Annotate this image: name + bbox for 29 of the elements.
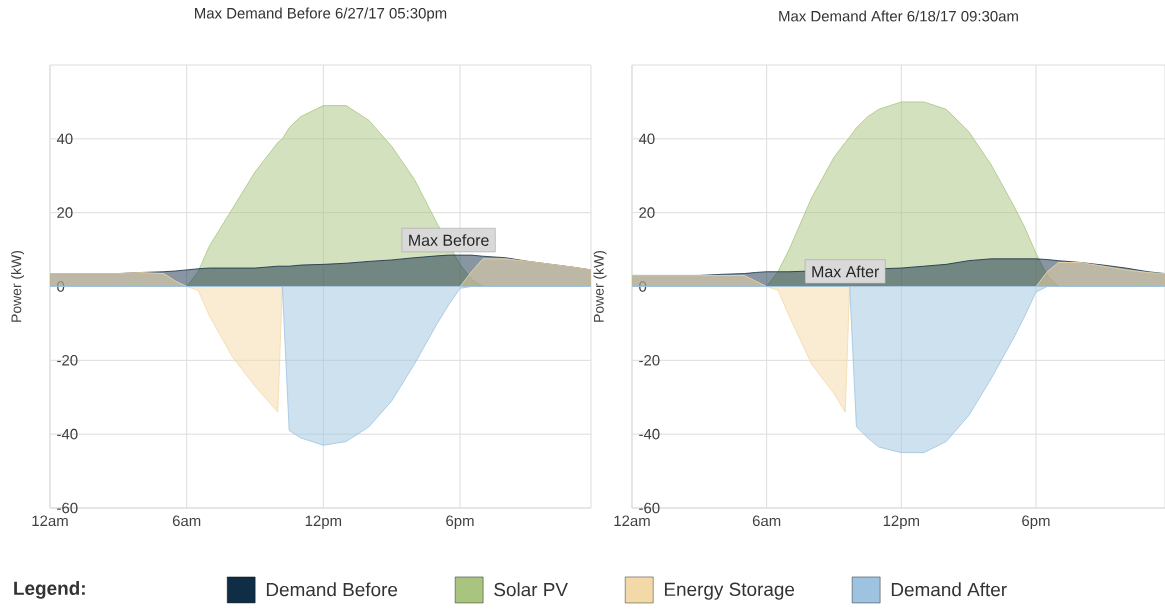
y-tick-label: 40 [56, 133, 73, 145]
x-tick-label: 6pm [1022, 515, 1050, 530]
y-tick-label: -20 [639, 355, 660, 366]
y-axis-title: Power (kW) [593, 250, 607, 322]
y-tick-label: 40 [638, 133, 655, 145]
legend-label: Energy Storage [664, 582, 795, 600]
x-tick-label: 12pm [305, 515, 342, 530]
annotation: Max Before [409, 234, 489, 246]
chart-title: Max Demand Before 6/27/17 05:30pm [195, 7, 447, 22]
x-tick-label: 6am [752, 515, 781, 527]
legend-label: Solar PV [494, 582, 568, 597]
x-tick-label: 12am [32, 515, 68, 527]
x-tick-label: 6pm [446, 515, 474, 530]
y-tick-label: -40 [639, 428, 660, 440]
y-axis-title: Power (kW) [11, 250, 25, 322]
x-tick-label: 12pm [883, 515, 919, 530]
chart-title: Max Demand After 6/18/17 09:30am [779, 10, 1018, 22]
legend-label: Demand After [891, 582, 1007, 597]
y-tick-label: -20 [57, 355, 78, 366]
legend-label: Demand Before [266, 582, 398, 597]
y-tick-label: 20 [639, 207, 655, 218]
annotation: Max After [812, 265, 880, 278]
legend-title: Legend: [14, 581, 85, 599]
y-tick-label: 20 [57, 207, 73, 218]
x-tick-label: 12am [614, 515, 650, 527]
y-tick-label: -60 [57, 502, 78, 514]
y-tick-label: -40 [57, 428, 78, 440]
y-tick-label: -60 [639, 502, 660, 514]
x-tick-label: 6am [172, 515, 201, 527]
